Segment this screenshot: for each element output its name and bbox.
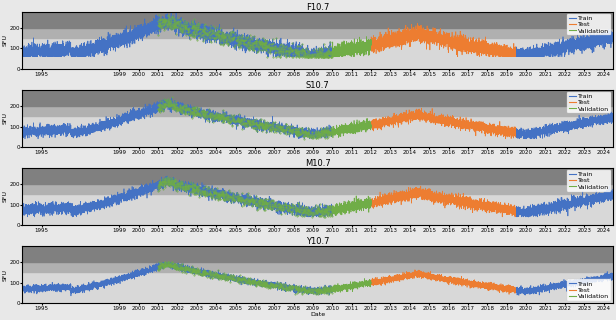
Title: S10.7: S10.7 [306, 81, 330, 90]
Bar [22, 262, 613, 272]
Legend: Train, Test, Validation: Train, Test, Validation [567, 14, 611, 36]
Y-axis label: SFU: SFU [3, 34, 8, 46]
Title: M10.7: M10.7 [305, 159, 331, 168]
Bar [22, 12, 613, 28]
Bar [22, 195, 613, 225]
Title: F10.7: F10.7 [306, 3, 330, 12]
Y-axis label: SFU: SFU [3, 112, 8, 124]
Legend: Train, Test, Validation: Train, Test, Validation [567, 170, 611, 191]
Bar [22, 38, 613, 69]
X-axis label: Date: Date [310, 312, 325, 317]
Bar [22, 106, 613, 116]
Y-axis label: SFU: SFU [3, 268, 8, 281]
Legend: Train, Test, Validation: Train, Test, Validation [567, 92, 611, 114]
Title: Y10.7: Y10.7 [306, 237, 330, 246]
Bar [22, 90, 613, 106]
Bar [22, 246, 613, 262]
Y-axis label: SFU: SFU [3, 190, 8, 203]
Legend: Train, Test, Validation: Train, Test, Validation [567, 279, 611, 301]
Bar [22, 184, 613, 195]
Bar [22, 168, 613, 184]
Bar [22, 272, 613, 303]
Bar [22, 28, 613, 38]
Bar [22, 116, 613, 147]
